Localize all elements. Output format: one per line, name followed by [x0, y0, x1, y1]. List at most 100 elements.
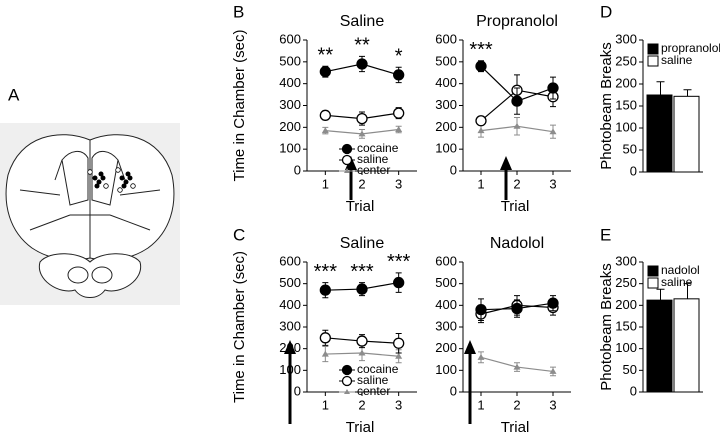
- y-tick-label: 600: [279, 31, 301, 46]
- bar: [673, 95, 700, 173]
- y-tick-label: 100: [279, 362, 301, 377]
- point: [475, 304, 487, 316]
- y-tick-label: 600: [279, 253, 301, 268]
- point: [393, 69, 405, 81]
- y-tick-label: 100: [435, 141, 457, 156]
- y-tick-label: 250: [615, 275, 637, 290]
- legend-marker: [344, 389, 350, 394]
- bar: [646, 94, 673, 173]
- legend-label: center: [357, 384, 390, 398]
- point: [356, 58, 368, 70]
- error-bar: [683, 89, 692, 97]
- panel-label: B: [233, 2, 244, 21]
- y-tick-label: 100: [435, 362, 457, 377]
- point: [321, 127, 329, 134]
- y-tick-label: 100: [615, 340, 637, 355]
- y-tick-label: 300: [435, 318, 457, 333]
- legend-label: nadolol: [661, 263, 700, 277]
- y-tick-label: 150: [615, 97, 637, 112]
- y-tick-label: 400: [279, 297, 301, 312]
- y-tick-label: 300: [615, 31, 637, 46]
- point: [393, 107, 405, 119]
- legend-label: propranolol: [661, 41, 720, 55]
- y-tick-label: 600: [435, 31, 457, 46]
- annotation: ***: [314, 261, 338, 283]
- y-tick-label: 200: [279, 119, 301, 134]
- point: [356, 112, 368, 125]
- x-tick-label: 3: [549, 176, 556, 191]
- point: [319, 284, 331, 296]
- legend-label: saline: [661, 275, 693, 289]
- x-tick-label: 2: [513, 397, 520, 412]
- y-tick-label: 500: [279, 275, 301, 290]
- chart-title: Nadolol: [490, 235, 544, 252]
- y-tick-label: 0: [450, 383, 457, 398]
- legend-swatch: [647, 55, 659, 67]
- point: [356, 335, 368, 347]
- chart-title: Propranolol: [476, 13, 558, 30]
- y-tick-label: 200: [435, 119, 457, 134]
- x-tick-label: 2: [513, 176, 520, 191]
- x-tick-label: 1: [477, 397, 484, 412]
- annotation: ***: [387, 251, 411, 273]
- y-axis-label: Photobeam Breaks: [598, 263, 615, 391]
- y-tick-label: 500: [435, 275, 457, 290]
- y-tick-label: 400: [435, 75, 457, 90]
- y-tick-label: 0: [294, 383, 301, 398]
- x-tick-label: 1: [322, 176, 329, 191]
- chart-title: Saline: [340, 13, 385, 30]
- annotation: **: [354, 35, 370, 57]
- y-axis-label: Time in Chamber (sec): [231, 251, 248, 403]
- y-tick-label: 200: [435, 340, 457, 355]
- point: [393, 276, 405, 289]
- y-tick-label: 300: [615, 253, 637, 268]
- y-tick-label: 400: [279, 75, 301, 90]
- point: [475, 115, 487, 127]
- legend-marker: [341, 375, 353, 387]
- error-bar: [656, 81, 665, 95]
- x-tick-label: 3: [549, 397, 556, 412]
- legend-marker: [341, 143, 353, 155]
- y-axis-label: Photobeam Breaks: [598, 42, 615, 170]
- y-tick-label: 300: [435, 97, 457, 112]
- y-tick-label: 50: [623, 141, 637, 156]
- y-tick-label: 100: [279, 141, 301, 156]
- point: [319, 66, 331, 78]
- y-tick-label: 500: [435, 53, 457, 68]
- chart-title: Saline: [340, 235, 385, 252]
- point: [513, 122, 521, 129]
- legend-label: center: [357, 163, 390, 177]
- point: [547, 82, 559, 94]
- y-tick-label: 200: [279, 340, 301, 355]
- bar: [646, 299, 673, 393]
- y-tick-label: 150: [615, 318, 637, 333]
- panel-label: C: [233, 225, 245, 244]
- point: [549, 367, 557, 374]
- point: [395, 352, 403, 359]
- point: [356, 283, 368, 295]
- x-tick-label: 3: [395, 176, 402, 191]
- legend-swatch: [647, 265, 659, 277]
- point: [547, 297, 559, 309]
- panel-label: A: [8, 85, 20, 104]
- y-tick-label: 100: [615, 119, 637, 134]
- y-tick-label: 0: [294, 162, 301, 177]
- point: [475, 60, 487, 72]
- arrows: [284, 156, 512, 424]
- x-tick-label: 2: [358, 176, 365, 191]
- point: [513, 363, 521, 370]
- point: [358, 349, 366, 356]
- point: [511, 302, 523, 315]
- annotation: **: [318, 44, 334, 66]
- x-axis-label: Trial: [501, 419, 530, 436]
- y-tick-label: 250: [615, 53, 637, 68]
- panel-label: D: [600, 2, 612, 21]
- error-bar: [683, 283, 692, 299]
- x-axis-label: Trial: [346, 198, 375, 215]
- legend-label: saline: [357, 373, 389, 387]
- y-axis-label: Time in Chamber (sec): [231, 30, 248, 182]
- legend-swatch: [647, 277, 659, 289]
- x-axis-label: Trial: [346, 419, 375, 436]
- annotation: ***: [469, 39, 493, 61]
- y-tick-label: 0: [450, 162, 457, 177]
